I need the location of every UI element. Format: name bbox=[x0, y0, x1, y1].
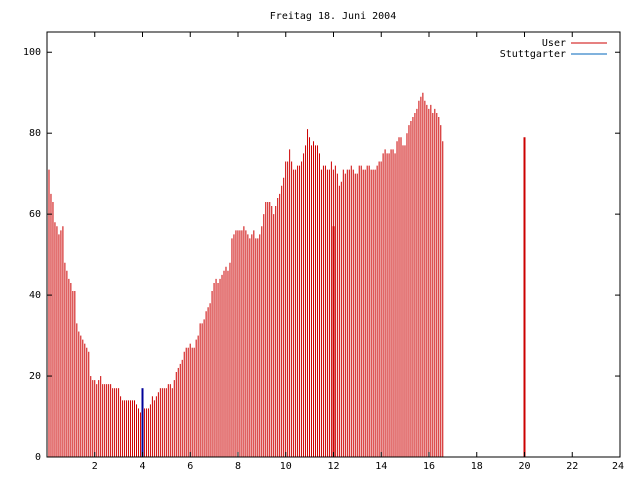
legend-label-user: User bbox=[542, 38, 566, 49]
y-tick-label: 80 bbox=[29, 128, 41, 139]
x-tick-label: 8 bbox=[235, 461, 241, 472]
y-tick-label: 100 bbox=[23, 47, 41, 58]
y-tick-label: 0 bbox=[35, 452, 41, 463]
legend-label-stuttgarter: Stuttgarter bbox=[500, 49, 566, 60]
y-tick-label: 20 bbox=[29, 371, 41, 382]
x-tick-label: 22 bbox=[566, 461, 578, 472]
bars-layer bbox=[46, 92, 444, 457]
markers-layer bbox=[141, 137, 526, 457]
x-tick-label: 16 bbox=[423, 461, 435, 472]
chart-title: Freitag 18. Juni 2004 bbox=[270, 11, 396, 22]
x-tick-label: 20 bbox=[518, 461, 530, 472]
legend: User Stuttgarter bbox=[500, 38, 607, 60]
x-tick-label: 4 bbox=[139, 461, 145, 472]
x-tick-label: 10 bbox=[280, 461, 292, 472]
x-tick-label: 6 bbox=[187, 461, 193, 472]
x-tick-label: 12 bbox=[327, 461, 339, 472]
legend-entry-user: User bbox=[542, 38, 607, 49]
y-tick-label: 40 bbox=[29, 290, 41, 301]
x-tick-label: 2 bbox=[92, 461, 98, 472]
y-tick-label: 60 bbox=[29, 209, 41, 220]
x-tick-label: 24 bbox=[612, 461, 624, 472]
x-tick-label: 18 bbox=[471, 461, 483, 472]
series-user bbox=[46, 92, 444, 457]
legend-entry-stuttgarter: Stuttgarter bbox=[500, 49, 607, 60]
x-tick-label: 14 bbox=[375, 461, 387, 472]
